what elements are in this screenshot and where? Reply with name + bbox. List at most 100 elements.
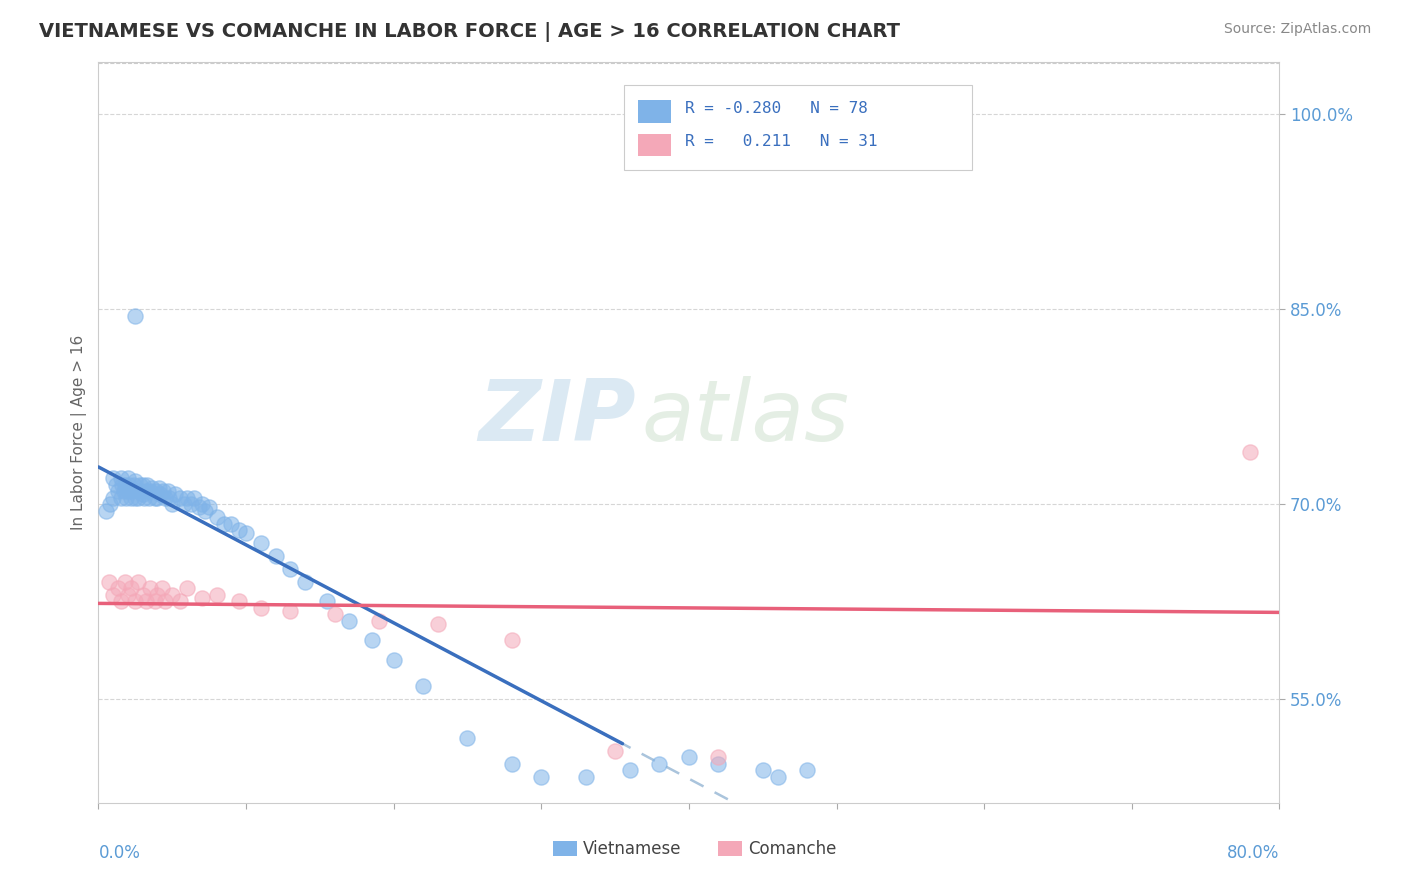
Point (143, 594, 166, 608)
Point (118, 477, 141, 491)
Point (575, 770, 598, 784)
Point (360, 633, 382, 648)
Point (115, 491, 138, 505)
Point (120, 491, 142, 505)
Point (752, 764, 775, 778)
Point (176, 491, 198, 505)
Point (127, 574, 149, 589)
Point (228, 594, 250, 608)
Point (146, 588, 169, 602)
Point (146, 491, 169, 505)
Point (194, 503, 217, 517)
Point (105, 477, 128, 491)
Point (135, 484, 157, 499)
Point (138, 491, 160, 505)
Point (117, 484, 139, 499)
Point (103, 471, 125, 485)
Point (112, 484, 135, 499)
Point (97, 574, 120, 589)
Point (339, 614, 361, 628)
Text: Vietnamese: Vietnamese (582, 839, 681, 858)
Point (176, 582, 198, 596)
Point (180, 497, 202, 511)
Text: VIETNAMESE VS COMANCHE IN LABOR FORCE | AGE > 16 CORRELATION CHART: VIETNAMESE VS COMANCHE IN LABOR FORCE | … (39, 22, 900, 42)
Point (125, 484, 148, 499)
Point (796, 764, 818, 778)
Point (141, 482, 163, 496)
Point (103, 588, 125, 602)
Point (205, 510, 228, 524)
Point (94, 503, 117, 517)
Point (110, 491, 132, 505)
Point (139, 582, 162, 596)
Point (148, 482, 170, 496)
Y-axis label: In Labor Force | Age > 16: In Labor Force | Age > 16 (72, 335, 87, 530)
Point (294, 574, 316, 589)
Point (132, 477, 155, 491)
Point (117, 471, 139, 485)
Point (117, 588, 139, 602)
Bar (638, 100, 671, 123)
Point (766, 770, 789, 784)
Point (228, 523, 250, 537)
Point (111, 477, 134, 491)
Point (501, 756, 523, 771)
Point (110, 471, 132, 485)
Point (165, 486, 187, 500)
Point (124, 594, 146, 608)
Point (145, 484, 167, 499)
Point (135, 594, 157, 608)
Point (132, 588, 155, 602)
Text: ZIP: ZIP (478, 376, 636, 459)
Point (191, 497, 214, 511)
Text: Comanche: Comanche (748, 839, 837, 858)
Point (114, 477, 136, 491)
Point (187, 500, 209, 514)
Point (162, 588, 183, 602)
Point (150, 582, 173, 596)
Point (412, 679, 434, 693)
Point (122, 477, 145, 491)
Point (157, 491, 180, 505)
Point (198, 500, 221, 514)
Point (129, 484, 152, 499)
Point (153, 594, 176, 608)
Point (173, 497, 195, 511)
Point (156, 484, 179, 499)
Point (250, 601, 273, 615)
Point (132, 486, 155, 500)
Point (619, 764, 641, 778)
Bar (638, 134, 671, 156)
Point (368, 614, 391, 628)
Point (316, 594, 339, 608)
Text: 80.0%: 80.0% (1227, 844, 1279, 862)
Text: atlas: atlas (641, 376, 849, 459)
Point (530, 770, 553, 784)
Point (212, 516, 235, 531)
Point (191, 591, 214, 605)
Point (107, 582, 129, 596)
Point (128, 477, 150, 491)
Point (427, 616, 450, 631)
Point (103, 491, 125, 505)
Point (169, 594, 191, 608)
Text: Source: ZipAtlas.com: Source: ZipAtlas.com (1223, 22, 1371, 37)
Point (136, 477, 159, 491)
Point (457, 731, 479, 745)
Point (235, 525, 257, 540)
Point (124, 474, 146, 488)
Point (124, 309, 146, 323)
Point (107, 484, 129, 499)
Point (382, 653, 405, 667)
Point (501, 633, 523, 648)
Point (707, 756, 730, 771)
Point (323, 607, 346, 622)
Point (605, 744, 627, 758)
Point (205, 588, 228, 602)
Point (169, 491, 191, 505)
Point (221, 516, 243, 531)
Point (162, 497, 183, 511)
Point (139, 484, 162, 499)
Bar (624, 85, 973, 169)
Point (183, 491, 205, 505)
